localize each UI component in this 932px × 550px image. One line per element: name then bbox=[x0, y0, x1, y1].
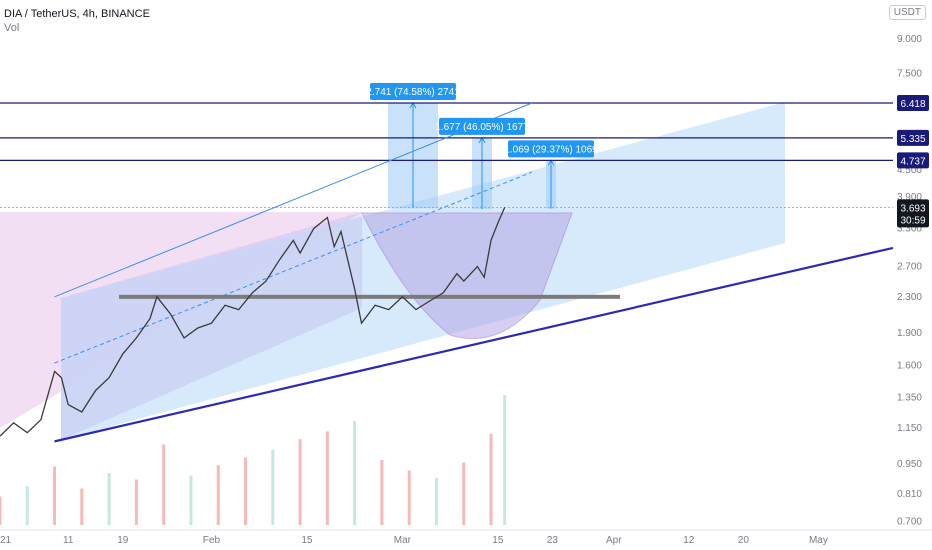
channel-upper-line bbox=[54, 102, 533, 298]
drawing-zones bbox=[0, 102, 785, 440]
symbol-title[interactable]: DIA / TetherUS, 4h, BINANCE bbox=[4, 8, 150, 20]
volume-bar bbox=[325, 431, 329, 525]
measure-label-bg bbox=[370, 82, 456, 100]
measure-label: 1.069 (29.37%) 1069 bbox=[504, 144, 598, 155]
x-tick-label: 15 bbox=[492, 535, 504, 546]
level-tag-bg bbox=[897, 152, 929, 169]
y-tick-label: 4.500 bbox=[897, 165, 922, 176]
level-tag: 5.335 bbox=[900, 134, 925, 145]
currency-button[interactable]: USDT bbox=[888, 5, 926, 20]
time-axis[interactable]: 2021 11 19 Feb 15 Mar 15 23 Apr 12 20 May bbox=[0, 529, 932, 546]
x-tick-label: 19 bbox=[117, 535, 129, 546]
x-tick-label: 2021 bbox=[0, 535, 12, 546]
channel-lines bbox=[54, 102, 894, 443]
measure-boxes bbox=[388, 102, 556, 210]
measure-label-bg bbox=[439, 117, 525, 135]
current-price-tag: 3.693 bbox=[900, 203, 925, 214]
volume-bar bbox=[162, 444, 166, 525]
volume-bar bbox=[271, 449, 275, 525]
volume-bar bbox=[0, 496, 2, 525]
x-tick-label: 20 bbox=[738, 535, 750, 546]
volume-bar bbox=[189, 475, 193, 525]
y-tick-label: 2.700 bbox=[897, 262, 922, 273]
y-tick-label: 0.950 bbox=[897, 459, 922, 470]
volume-bar bbox=[434, 478, 438, 525]
measure-label: 2.741 (74.58%) 2741 bbox=[366, 87, 460, 98]
volume-bar bbox=[489, 434, 493, 525]
y-tick-label: 1.150 bbox=[897, 423, 922, 434]
volume-bar bbox=[462, 462, 466, 525]
countdown-tag: 30:59 bbox=[900, 215, 925, 226]
volume-bar bbox=[134, 479, 138, 525]
volume-bar bbox=[380, 460, 384, 525]
measure-label: 1.677 (46.05%) 1677 bbox=[435, 122, 529, 133]
y-tick-label: 3.300 bbox=[897, 224, 922, 235]
volume-bar bbox=[80, 488, 84, 525]
cup-shape bbox=[361, 212, 573, 339]
volume-bar bbox=[353, 421, 357, 525]
support-bar bbox=[119, 294, 620, 299]
level-tag: 6.418 bbox=[900, 99, 925, 110]
current-price-tag-bg bbox=[897, 199, 929, 228]
level-tag: 4.737 bbox=[900, 156, 925, 167]
level-tag-bg bbox=[897, 94, 929, 111]
y-tick-label: 9.000 bbox=[897, 34, 922, 45]
y-tick-label: 7.500 bbox=[897, 69, 922, 80]
volume-bar bbox=[25, 486, 29, 525]
channel-mid-line bbox=[54, 171, 533, 364]
y-tick-label: 1.900 bbox=[897, 328, 922, 339]
volume-bar bbox=[407, 470, 411, 525]
volume-label: Vol bbox=[4, 22, 20, 34]
volume-bars bbox=[0, 395, 507, 525]
level-tag-bg bbox=[897, 129, 929, 146]
measure-labels: 2.741 (74.58%) 2741 1.677 (46.05%) 1677 1.… bbox=[366, 82, 598, 158]
volume-bar bbox=[53, 466, 57, 525]
triangle-zone bbox=[61, 212, 362, 440]
channel-lower-line bbox=[54, 246, 894, 443]
volume-bar bbox=[503, 395, 507, 525]
x-tick-label: Apr bbox=[606, 535, 622, 546]
x-tick-label: 11 bbox=[63, 535, 74, 546]
volume-bar bbox=[216, 465, 220, 525]
y-tick-label: 2.300 bbox=[897, 292, 922, 303]
volume-bar bbox=[298, 439, 302, 525]
x-tick-label: May bbox=[809, 535, 828, 546]
volume-bar bbox=[107, 473, 111, 525]
y-tick-label: 1.600 bbox=[897, 360, 922, 371]
y-tick-label: 1.350 bbox=[897, 392, 922, 403]
x-tick-label: 23 bbox=[547, 535, 559, 546]
x-tick-label: 12 bbox=[683, 535, 695, 546]
x-tick-label: 15 bbox=[301, 535, 313, 546]
x-tick-label: Mar bbox=[394, 535, 412, 546]
y-tick-label: 3.900 bbox=[897, 192, 922, 203]
y-tick-label: 0.810 bbox=[897, 489, 922, 500]
y-tick-label: 0.700 bbox=[897, 517, 922, 528]
volume-bar bbox=[244, 457, 248, 525]
x-tick-label: Feb bbox=[203, 535, 221, 546]
measure-label-bg bbox=[508, 140, 594, 158]
price-line bbox=[0, 207, 506, 437]
